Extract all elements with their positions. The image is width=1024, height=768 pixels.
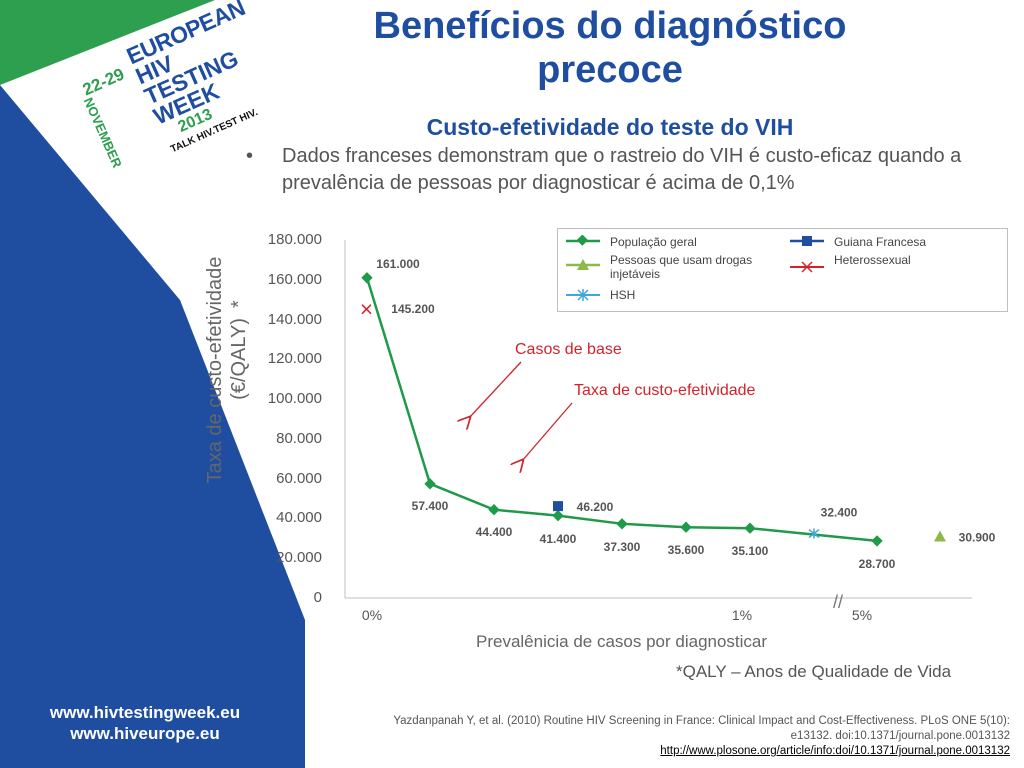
data-point-populacao-geral [488,504,500,516]
data-label-populacao-geral: 35.600 [668,543,705,557]
x-tick-label: 1% [732,607,752,623]
data-point-heterossexual [361,304,372,315]
legend-label-pud: Pessoas que usam drogas injetáveis [610,253,753,281]
y-tick-label: 40.000 [276,509,322,527]
data-label-populacao-geral: 41.400 [540,532,577,546]
legend-marker-heterossexual [790,261,824,273]
legend-marker-guiana [790,236,824,246]
legend-label-heterossexual: Heterossexual [834,253,911,267]
sidebar-url-hivtestingweek[interactable]: www.hivtestingweek.eu [49,703,241,722]
y-tick-label: 120.000 [267,350,322,368]
data-point-populacao-geral [361,272,373,284]
data-label-hsh: 32.400 [821,506,858,520]
y-tick-labels: 0 20.000 40.000 60.000 80.000 100.000 120.000 1… [230,0,322,768]
y-tick-label: 80.000 [276,429,322,447]
data-label-guiana-francesa: 46.200 [577,500,614,514]
y-tick-label: 0 [313,589,322,606]
y-tick-label: 140.000 [267,310,322,328]
x-tick-label: 0% [362,607,382,623]
y-tick-label: 20.000 [276,549,322,567]
legend-label-populacao: População geral [610,235,697,249]
legend-label-hsh: HSH [610,288,636,302]
data-point-populacao-geral [424,478,436,490]
data-point-guiana-francesa [553,501,563,512]
bullet-text: Dados franceses demonstram que o rastrei… [282,145,962,194]
data-point-pud [934,530,946,542]
axis-break-mark: // [833,592,843,612]
legend-marker-hsh [566,289,600,301]
blue-sidebar-shape [0,85,305,768]
sidebar-url-hiveurope[interactable]: www.hiveurope.eu [70,724,220,743]
data-point-populacao-geral [744,522,756,534]
data-label-populacao-geral: 44.400 [476,525,513,539]
reference-line-1: Yazdanpanah Y, et al. (2010) Routine HIV… [393,715,1010,727]
data-point-populacao-geral [871,535,883,547]
page-title: Benefícios do diagnóstico precoce [290,4,930,92]
data-point-hsh [808,528,820,539]
y-tick-label: 180.000 [267,231,322,248]
y-tick-label: 160.000 [267,270,322,288]
data-point-populacao-geral [616,518,628,530]
green-corner-shape [0,0,215,85]
arrow-base-cases [469,361,522,418]
legend-marker-pud [566,259,600,270]
data-label-populacao-geral: 28.700 [859,557,896,571]
data-point-populacao-geral [680,521,692,533]
title-line-1: Benefícios do diagnóstico [373,5,847,47]
y-tick-label: 60.000 [276,469,322,487]
y-tick-label: 100.000 [267,390,322,408]
data-label-pud: 30.900 [959,531,996,545]
legend-label-guiana: Guiana Francesa [834,235,927,249]
chart-legend: População geral Guiana Francesa Pessoas … [557,228,1008,312]
data-label-populacao-geral: 35.100 [732,544,769,558]
bullet-marker: • [246,145,254,167]
x-axis-label: Prevalênicia de casos por diagnosticar [476,632,768,651]
annotation-base-cases: Casos de base [515,341,622,358]
reference-link[interactable]: http://www.plosone.org/article/info:doi/… [660,745,1010,757]
x-tick-label: 5% [852,607,872,623]
annotation-cost-effectiveness: Taxa de custo-efetividade [574,382,756,399]
data-label-populacao-geral: 57.400 [412,499,449,513]
reference-line-2: e13132. doi:10.1371/journal.pone.0013132 [790,730,1010,742]
reference-link-wrap: http://www.plosone.org/article/info:doi/… [660,744,1010,759]
title-line-2: precoce [537,49,683,91]
qaly-note: *QALY – Anos de Qualidade de Vida [676,662,952,681]
legend-marker-populacao [566,235,600,246]
arrow-cost-effectiveness [522,402,573,461]
series-line-populacao-geral [365,277,878,543]
page-subtitle: Custo-efetividade do teste do VIH [426,114,794,140]
data-label-populacao-geral: 161.000 [376,257,420,271]
data-label-heterossexual: 145.200 [391,302,435,316]
data-label-populacao-geral: 37.300 [604,540,641,554]
